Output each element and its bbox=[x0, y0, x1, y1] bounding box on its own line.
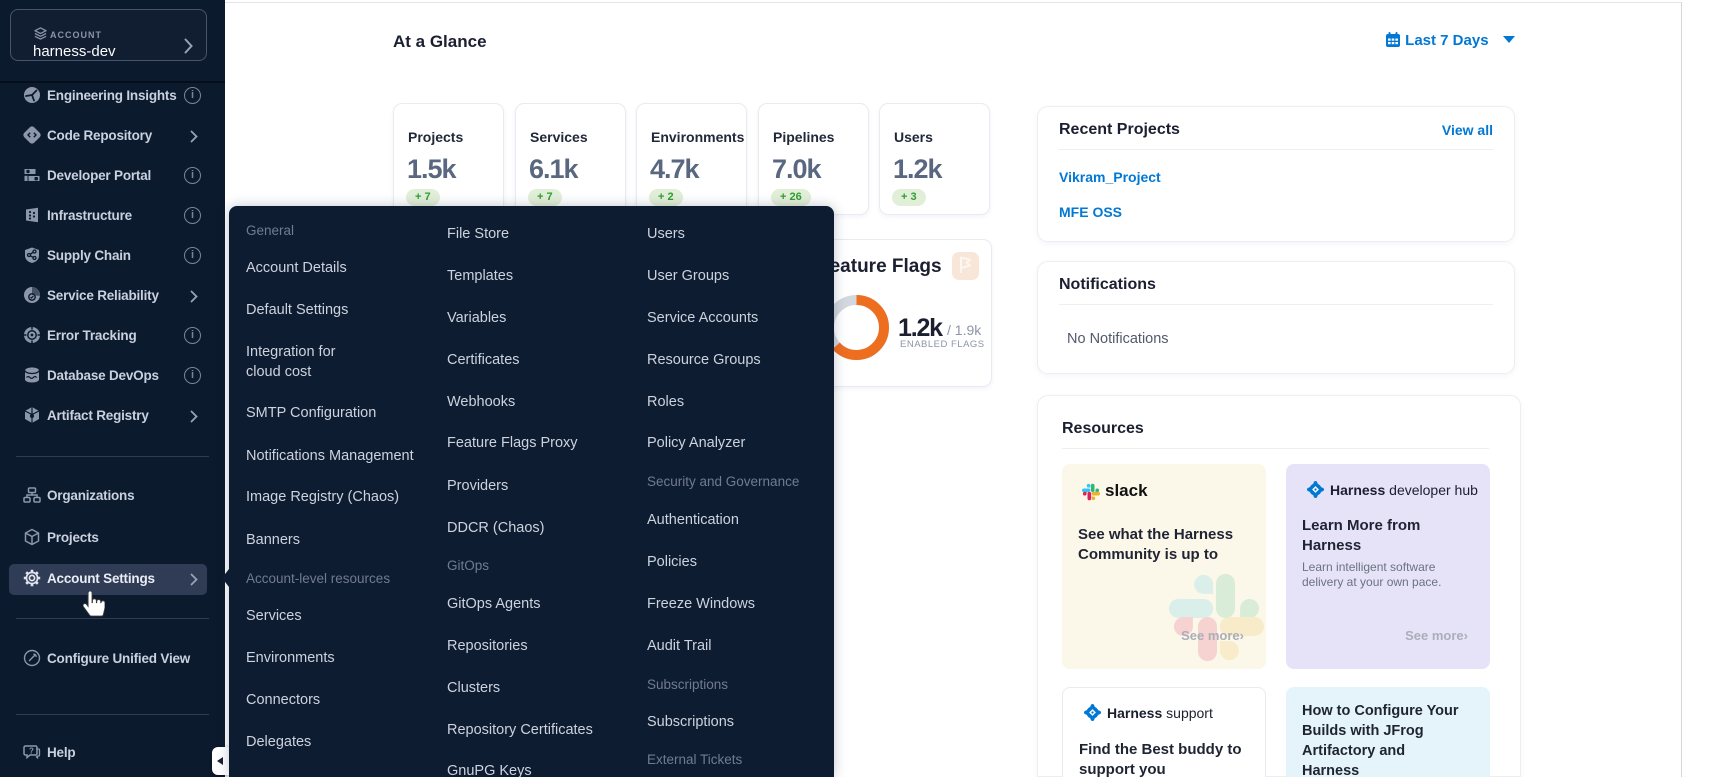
svg-text:?: ? bbox=[29, 747, 34, 756]
